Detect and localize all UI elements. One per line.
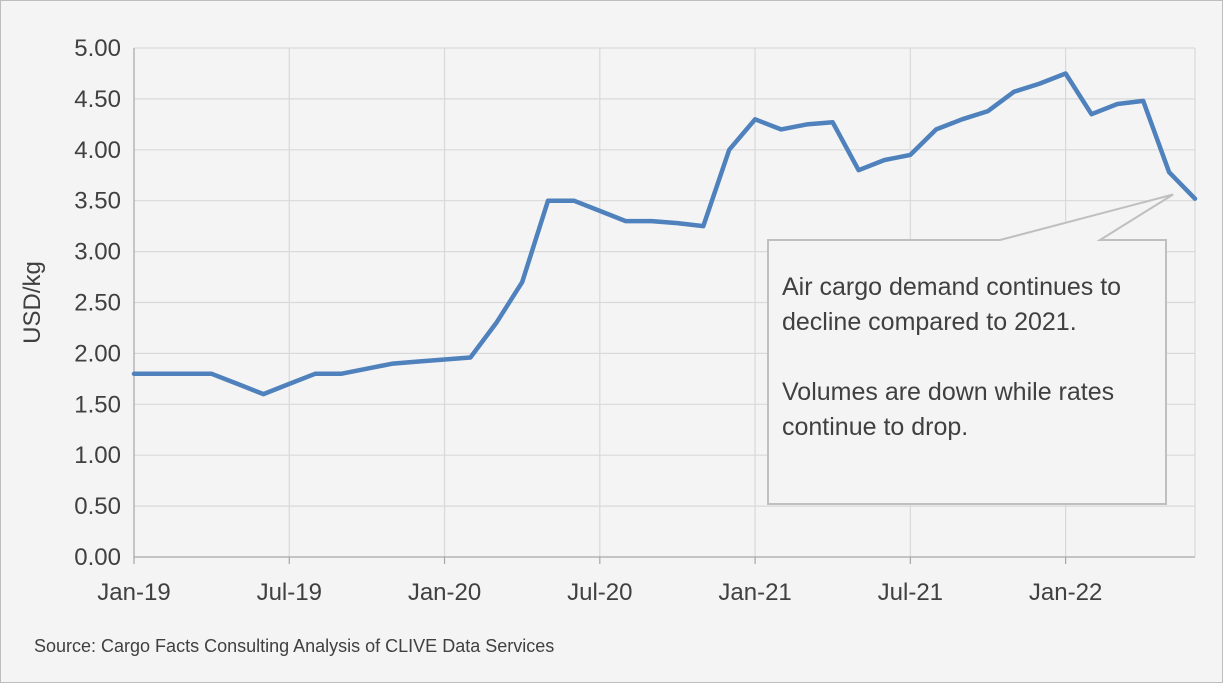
y-tick-label: 3.00 — [74, 239, 121, 266]
callout-box — [767, 193, 1174, 505]
y-tick-label: 1.50 — [74, 391, 121, 418]
y-tick-label: 2.50 — [74, 290, 121, 317]
x-tick-label: Jan-22 — [1029, 579, 1102, 606]
x-tick-label: Jul-20 — [567, 579, 632, 606]
y-tick-label: 3.50 — [74, 188, 121, 215]
series-layer — [131, 71, 1198, 397]
series-line — [131, 71, 1198, 397]
source-note: Source: Cargo Facts Consulting Analysis … — [34, 636, 555, 656]
y-tick-label: 5.00 — [74, 35, 121, 62]
x-tick-label: Jul-19 — [257, 579, 322, 606]
x-tick-label: Jan-21 — [718, 579, 791, 606]
tick-labels: 0.00 0.50 1.00 1.50 2.00 2.50 3.00 3.50 4.00 4.50… — [19, 35, 1102, 606]
y-axis-title: USD/kg — [19, 261, 46, 344]
y-tick-label: 1.00 — [74, 442, 121, 469]
annotation-paragraph-1: Air cargo demand continues to decline co… — [782, 273, 1122, 336]
x-tick-label: Jan-19 — [97, 579, 170, 606]
annotation-paragraph-2: Volumes are down while rates continue to… — [782, 378, 1115, 441]
axes — [133, 48, 1195, 564]
x-tick-label: Jul-21 — [878, 579, 943, 606]
y-tick-label: 4.50 — [74, 86, 121, 113]
y-tick-label: 2.00 — [74, 340, 121, 367]
callout-shape — [767, 193, 1174, 505]
x-tick-label: Jan-20 — [408, 579, 481, 606]
y-tick-label: 4.00 — [74, 137, 121, 164]
y-tick-label: 0.00 — [74, 544, 121, 571]
y-tick-label: 0.50 — [74, 493, 121, 520]
annotation-callout: Air cargo demand continues to decline co… — [768, 240, 1166, 504]
